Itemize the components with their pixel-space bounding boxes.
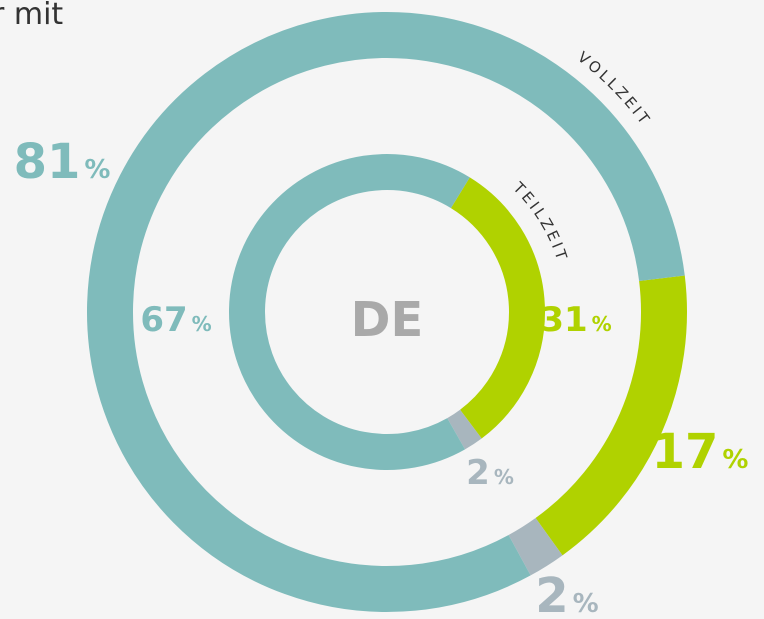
value-number: 2 <box>466 453 490 493</box>
value-number: 2 <box>535 568 568 619</box>
value-label: 2% <box>535 568 598 619</box>
value-label: 2% <box>466 453 514 493</box>
value-label: 17% <box>652 424 749 480</box>
center-label: DE <box>351 292 424 348</box>
value-unit: % <box>573 589 599 619</box>
title-fragment: r mit <box>0 0 63 32</box>
value-label: 31% <box>540 300 611 340</box>
value-number: 67 <box>140 300 187 340</box>
value-number: 81 <box>14 134 81 190</box>
donut-segment <box>447 409 482 450</box>
value-unit: % <box>84 155 110 185</box>
donut-segment <box>450 177 545 439</box>
donut-segment <box>508 517 563 576</box>
donut-segment <box>87 12 685 612</box>
value-unit: % <box>494 465 514 489</box>
value-unit: % <box>192 312 212 336</box>
value-label: 81% <box>14 134 111 190</box>
value-label: 67% <box>140 300 211 340</box>
value-unit: % <box>592 312 612 336</box>
value-number: 17 <box>652 424 719 480</box>
donut-segment <box>229 154 470 470</box>
value-number: 31 <box>540 300 587 340</box>
donut-segment <box>535 275 687 556</box>
value-unit: % <box>722 445 748 475</box>
